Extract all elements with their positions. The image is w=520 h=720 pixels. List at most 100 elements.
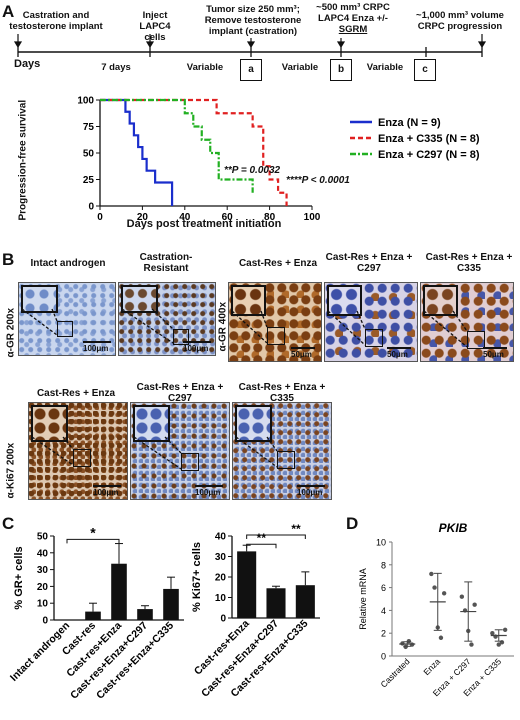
- ihc-zoom-box: [277, 451, 295, 469]
- pkib-ylabel: Relative mRNA: [358, 568, 368, 630]
- gr-y-tick-label: 40: [37, 548, 49, 559]
- ihc-zoom-box: [173, 329, 189, 345]
- ihc-scalebar: 100μm: [195, 485, 223, 497]
- ihc-zoom-lines: [235, 436, 278, 468]
- km-x-tick-label: 20: [137, 212, 149, 223]
- ihc-inset: [21, 285, 58, 314]
- km-x-tick-label: 100: [304, 212, 321, 223]
- ihc-gr-400x-label: α-GR 400x: [217, 301, 229, 352]
- timeline-step-4: ~500 mm³ CRPC LAPC4 Enza +/- SGRM: [316, 2, 390, 35]
- km-y-tick-label: 25: [83, 175, 95, 186]
- ihc-zoom-box: [365, 329, 383, 347]
- gr-significance-bracket: [66, 538, 120, 544]
- ihc-zoom-lines: [21, 308, 58, 336]
- ihc-zoom-lines: [231, 310, 268, 344]
- timeline-interval-4: Variable: [366, 62, 404, 73]
- km-survival-chart: 0 25 50 75 100 0 20 40 60 80 100 Enza (N = 9) Enza +…: [77, 96, 480, 224]
- ki67-y-tick-label: 0: [220, 614, 226, 625]
- timeline-axis: [13, 34, 487, 57]
- ihc-zoom-lines: [133, 436, 182, 470]
- km-legend-label: Enza (N = 9): [378, 117, 441, 129]
- timeline-interval-1: 7 days: [101, 62, 131, 73]
- ihc-inset: [231, 285, 267, 316]
- pkib-data-point: [459, 594, 465, 599]
- ihc-zoom-lines: [327, 310, 366, 346]
- panel-letter-a: A: [2, 2, 15, 21]
- ihc-scalebar: 50μm: [387, 347, 411, 359]
- ihc-inset: [133, 405, 171, 442]
- timeline-step-3: Tumor size 250 mm³; Remove testosterone …: [204, 4, 302, 37]
- gr-y-tick-label: 0: [42, 616, 48, 627]
- km-line-c297: [100, 98, 254, 193]
- gr-y-tick-label: 50: [37, 532, 49, 543]
- timeline-arrows: [13, 34, 487, 49]
- km-xlabel: Days post treatment initiation: [126, 218, 282, 230]
- pkib-data-point: [472, 602, 477, 607]
- ihc-inset: [31, 405, 69, 442]
- ihc-title-cast-res-enza-c297: Cast-Res + Enza + C297: [325, 252, 413, 274]
- timeline-step-5: ~1,000 mm³ volume CRPC progression: [416, 10, 504, 32]
- km-x-tick-label: 0: [97, 212, 103, 223]
- km-legend-label: Enza + C335 (N = 8): [378, 133, 480, 145]
- timeline-ticks: [17, 47, 483, 57]
- ihc-scalebar: 50μm: [291, 347, 315, 359]
- ihc-ki67-title-c297: Cast-Res + Enza + C297: [136, 382, 224, 404]
- ihc-title-cast-res-enza-c335: Cast-Res + Enza + C335: [425, 252, 513, 274]
- ki67-y-tick-label: 30: [215, 552, 227, 563]
- ihc-image-cast-res-enza-c297-gr: 50μm: [324, 282, 418, 362]
- ihc-zoom-box: [181, 453, 199, 471]
- km-y-tick-label: 0: [88, 202, 94, 213]
- gr-bar: [111, 563, 127, 620]
- ki67-significance-bracket: [246, 534, 306, 539]
- panel-letter-c: C: [2, 514, 15, 533]
- ihc-scalebar: 100μm: [183, 341, 211, 353]
- timeline-step-4-text: ~500 mm³ CRPC LAPC4 Enza +/- SGRM: [316, 2, 390, 35]
- panel-letter-d: D: [346, 514, 359, 533]
- ihc-image-cast-res-enza-gr: 50μm: [228, 282, 322, 362]
- ihc-scalebar: 100μm: [297, 485, 325, 497]
- ihc-image-ki67-enza: 100μm: [28, 402, 128, 500]
- pkib-y-tick-label: 4: [381, 606, 386, 616]
- pkib-y-tick-label: 6: [381, 583, 386, 593]
- pkib-data-point: [490, 631, 495, 636]
- km-line-c335: [100, 98, 288, 206]
- gr-y-tick-label: 20: [37, 582, 49, 593]
- km-y-tick-label: 50: [83, 149, 95, 160]
- gr-significance-label: *: [90, 524, 96, 540]
- ihc-inset: [121, 285, 158, 314]
- pkib-category-label: Enza: [421, 656, 442, 677]
- ki67-y-tick-label: 20: [215, 573, 227, 584]
- timeline-step-1: Castration and testosterone implant: [9, 10, 103, 32]
- ihc-image-cast-res-enza-c335-gr: 50μm: [420, 282, 514, 362]
- ihc-title-castration-resistant: Castration-Resistant: [139, 252, 193, 274]
- ihc-scalebar: 50μm: [483, 347, 507, 359]
- gr-y-tick-label: 30: [37, 565, 49, 576]
- ki67-y-tick-label: 40: [215, 532, 227, 543]
- gr-bar: [163, 588, 179, 620]
- pkib-title: PKIB: [439, 521, 468, 535]
- ihc-ki67-title-enza: Cast-Res + Enza: [36, 388, 116, 399]
- pkib-y-tick-label: 8: [381, 560, 386, 570]
- km-y-tick-label: 75: [83, 122, 95, 133]
- km-annotation-1: **P = 0.0032: [224, 165, 281, 176]
- ihc-zoom-box: [57, 321, 73, 337]
- pkib-data-point: [438, 635, 444, 640]
- ihc-zoom-lines: [31, 436, 74, 466]
- gr-bar: [85, 611, 101, 620]
- ihc-zoom-lines: [121, 308, 174, 344]
- km-x-tick-label: 40: [179, 212, 191, 223]
- km-ylabel: Progression-free survival: [17, 99, 29, 221]
- ki67-bar-chart: 010203040Cast-res+EnzaCast-res+Enza+C297…: [191, 522, 320, 700]
- gr-bar: [137, 609, 153, 620]
- ihc-inset: [423, 285, 459, 316]
- timeline-interval-2: Variable: [186, 62, 224, 73]
- timeline-box-b: b: [330, 59, 352, 81]
- ihc-title-intact: Intact androgen: [30, 258, 106, 269]
- ihc-zoom-lines: [423, 310, 468, 348]
- gr-ylabel: % GR+ cells: [13, 546, 25, 609]
- ihc-gr-200x-label: α-GR 200x: [5, 307, 17, 358]
- timeline-interval-3: Variable: [281, 62, 319, 73]
- gr-y-tick-label: 10: [37, 599, 49, 610]
